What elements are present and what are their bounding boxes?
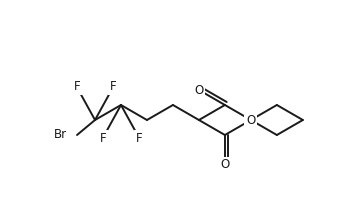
Text: Br: Br (54, 129, 67, 142)
Text: O: O (194, 84, 203, 97)
Text: O: O (246, 114, 256, 127)
Text: O: O (220, 159, 230, 172)
Text: F: F (74, 80, 80, 93)
Text: F: F (110, 80, 116, 93)
Text: F: F (136, 131, 142, 144)
Text: O: O (246, 114, 256, 127)
Text: F: F (99, 131, 106, 144)
